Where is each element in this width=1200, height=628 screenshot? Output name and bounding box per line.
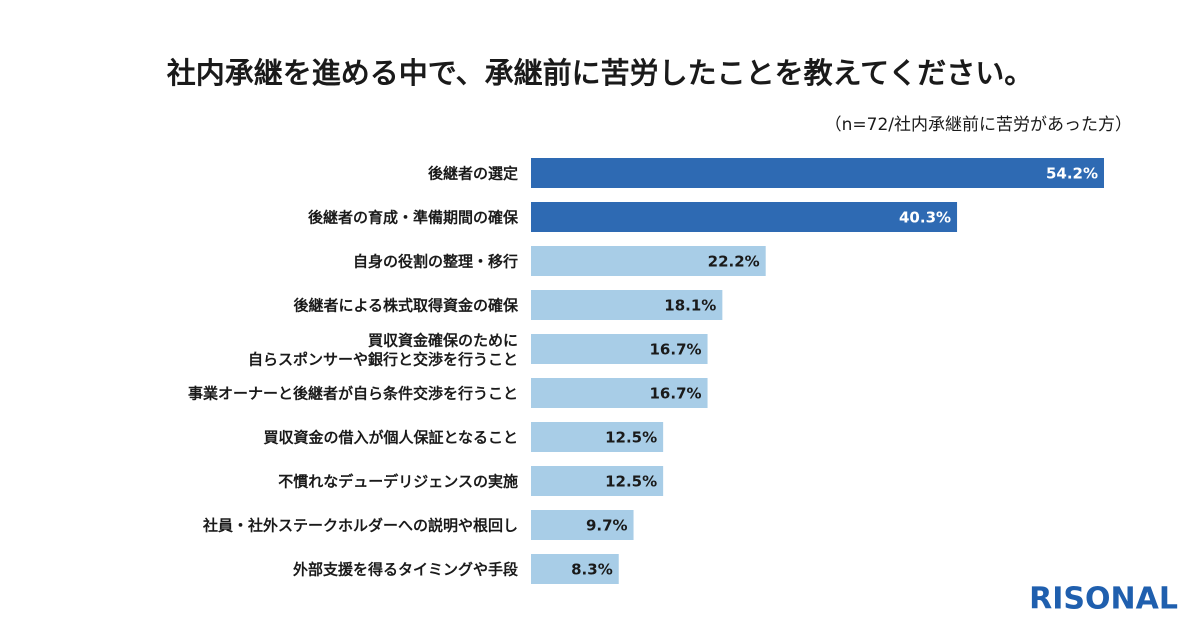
value-label: 12.5%: [605, 429, 657, 447]
category-label: 自身の役割の整理・移行: [353, 253, 518, 271]
category-label: 不慣れなデューデリジェンスの実施: [278, 473, 518, 491]
bar: [531, 202, 958, 232]
bar: [531, 378, 708, 408]
value-label: 8.3%: [571, 561, 613, 579]
bar: [531, 334, 708, 364]
bar: [531, 290, 723, 320]
logo: RISONAL: [1029, 582, 1178, 617]
category-label: 社員・社外ステークホルダーへの説明や根回し: [202, 517, 518, 535]
chart-title: 社内承継を進める中で、承継前に苦労したことを教えてください。: [167, 56, 1034, 90]
value-label: 16.7%: [650, 341, 702, 359]
category-label: 後継者の選定: [427, 165, 518, 183]
category-label: 後継者の育成・準備期間の確保: [307, 209, 519, 227]
value-label: 16.7%: [650, 385, 702, 403]
bar: [531, 554, 619, 584]
bar: [531, 158, 1104, 188]
category-label: 後継者による株式取得資金の確保: [292, 297, 519, 315]
category-label: 外部支援を得るタイミングや手段: [292, 561, 518, 579]
value-label: 18.1%: [664, 297, 716, 315]
value-label: 12.5%: [605, 473, 657, 491]
bar: [531, 510, 634, 540]
value-label: 40.3%: [899, 209, 951, 227]
value-label: 9.7%: [586, 517, 628, 535]
bar: [531, 422, 664, 452]
category-label: 事業オーナーと後継者が自ら条件交渉を行うこと: [188, 385, 518, 403]
bar: [531, 246, 766, 276]
value-label: 54.2%: [1046, 165, 1098, 183]
bar: [531, 466, 664, 496]
category-label: 買収資金の借入が個人保証となること: [263, 429, 518, 447]
value-label: 22.2%: [708, 253, 760, 271]
chart-subtitle: （n=72/社内承継前に苦労があった方）: [825, 115, 1132, 135]
category-label: 買収資金確保のために自らスポンサーや銀行と交渉を行うこと: [248, 331, 518, 368]
